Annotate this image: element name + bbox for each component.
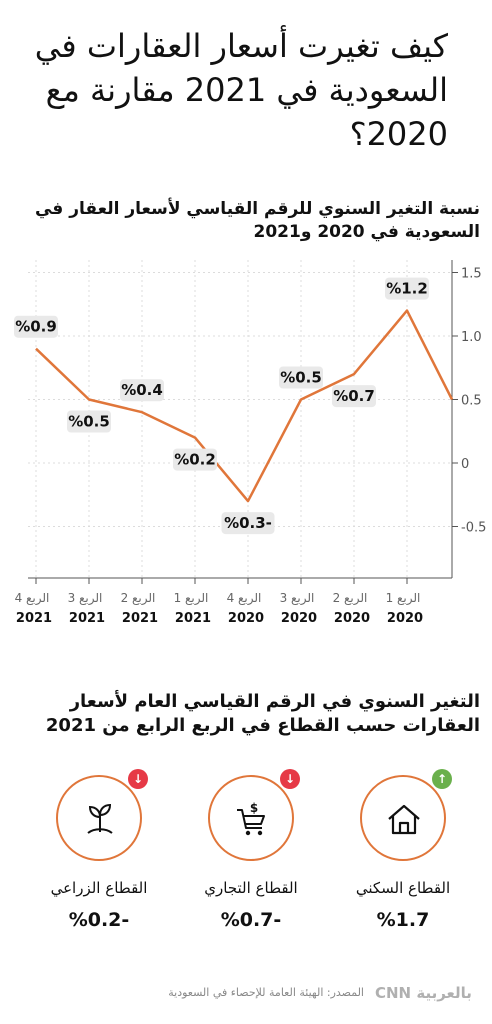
x-tick-label-year: 2020 bbox=[281, 611, 317, 626]
data-label-text: %1.2 bbox=[386, 280, 428, 298]
data-label-text: %0.9 bbox=[15, 318, 57, 336]
cnn-arabic-logo: CNN بالعربية bbox=[375, 984, 472, 1002]
sector-icon-ring bbox=[56, 775, 142, 861]
sector-icon-ring bbox=[360, 775, 446, 861]
sector-name: القطاع السكني bbox=[355, 879, 451, 897]
y-tick-label: 0 bbox=[461, 457, 469, 472]
sector-name: القطاع الزراعي bbox=[50, 879, 148, 897]
x-tick-label-quarter: الربع 2 bbox=[333, 591, 368, 606]
x-tick-label-year: 2021 bbox=[69, 611, 105, 626]
sector-section-title: التغير السنوي في الرقم القياسي العام لأس… bbox=[45, 691, 480, 736]
data-label-box bbox=[221, 512, 275, 535]
data-label-box bbox=[120, 379, 164, 402]
data-label-text: %0.5 bbox=[280, 369, 322, 387]
x-tick-label-year: 2020 bbox=[228, 611, 264, 626]
line-chart: 1.5 1.0 0.5 0 -0.5 الربع 4 2021 الربع 3 2021 الرب… bbox=[14, 260, 486, 626]
data-label-text: %0.3- bbox=[224, 514, 272, 532]
x-tick-label-quarter: الربع 1 bbox=[386, 591, 421, 606]
chart-axes: 1.5 1.0 0.5 0 -0.5 الربع 4 2021 الربع 3 2021 الرب… bbox=[15, 260, 486, 626]
data-label: %0.3- bbox=[221, 512, 275, 535]
x-tick-label-quarter: الربع 3 bbox=[280, 591, 315, 606]
shopping-cart-icon: $ bbox=[237, 801, 265, 836]
data-label-box bbox=[385, 277, 429, 300]
data-label-text: %0.2 bbox=[174, 451, 216, 469]
source-note: المصدر: الهيئة العامة للإحصاء في السعودي… bbox=[168, 986, 364, 999]
data-labels: %0.9 %0.5 %0.4 %0.2 %0.3- %0.5 %0.7 %1.2 bbox=[14, 277, 429, 535]
x-tick-label-year: 2021 bbox=[122, 611, 158, 626]
y-tick-label: 0.5 bbox=[461, 394, 482, 409]
plant-icon bbox=[87, 803, 113, 834]
x-tick-label-quarter: الربع 2 bbox=[121, 591, 156, 606]
data-label-text: %0.7 bbox=[333, 387, 375, 405]
data-label: %0.7 bbox=[332, 385, 376, 408]
chart-title: نسبة التغير السنوي للرقم القياسي لأسعار … bbox=[34, 199, 480, 242]
data-label-text: %0.5 bbox=[68, 413, 110, 431]
data-label-text: %0.4 bbox=[121, 381, 163, 399]
sector-value: %0.2- bbox=[68, 909, 130, 931]
sector-icon-ring: $ bbox=[208, 775, 294, 861]
y-tick-label: 1.0 bbox=[461, 330, 482, 345]
trend-up-badge: ↑ bbox=[432, 769, 452, 789]
trend-down-badge: ↓ bbox=[280, 769, 300, 789]
data-label: %0.9 bbox=[14, 315, 58, 338]
x-tick-label-quarter: الربع 1 bbox=[174, 591, 209, 606]
data-label: %0.2 bbox=[173, 448, 217, 471]
svg-text:$: $ bbox=[250, 801, 258, 815]
sector-value: %1.7 bbox=[376, 909, 430, 931]
series-line bbox=[35, 309, 454, 503]
sector-value: %0.7- bbox=[220, 909, 282, 931]
x-tick-label-quarter: الربع 3 bbox=[68, 591, 103, 606]
x-tick-label-year: 2020 bbox=[387, 611, 423, 626]
data-label-box bbox=[14, 315, 58, 338]
data-label-box bbox=[279, 366, 323, 389]
data-label: %1.2 bbox=[385, 277, 429, 300]
data-label-box bbox=[67, 410, 111, 433]
trend-down-badge: ↓ bbox=[128, 769, 148, 789]
house-icon bbox=[388, 804, 420, 835]
data-label-box bbox=[173, 448, 217, 471]
y-tick-label: 1.5 bbox=[461, 267, 482, 282]
x-tick-label-quarter: الربع 4 bbox=[15, 591, 50, 606]
data-label: %0.4 bbox=[120, 379, 164, 402]
x-tick-label-quarter: الربع 4 bbox=[227, 591, 262, 606]
x-tick-label-year: 2020 bbox=[334, 611, 370, 626]
data-label: %0.5 bbox=[67, 410, 111, 433]
page-title: كيف تغيرت أسعار العقارات في السعودية في … bbox=[34, 27, 448, 153]
data-label-box bbox=[332, 385, 376, 408]
x-tick-label-year: 2021 bbox=[16, 611, 52, 626]
y-tick-label: -0.5 bbox=[461, 521, 486, 536]
data-label: %0.5 bbox=[279, 366, 323, 389]
x-tick-label-year: 2021 bbox=[175, 611, 211, 626]
sector-name: القطاع التجاري bbox=[204, 879, 298, 897]
